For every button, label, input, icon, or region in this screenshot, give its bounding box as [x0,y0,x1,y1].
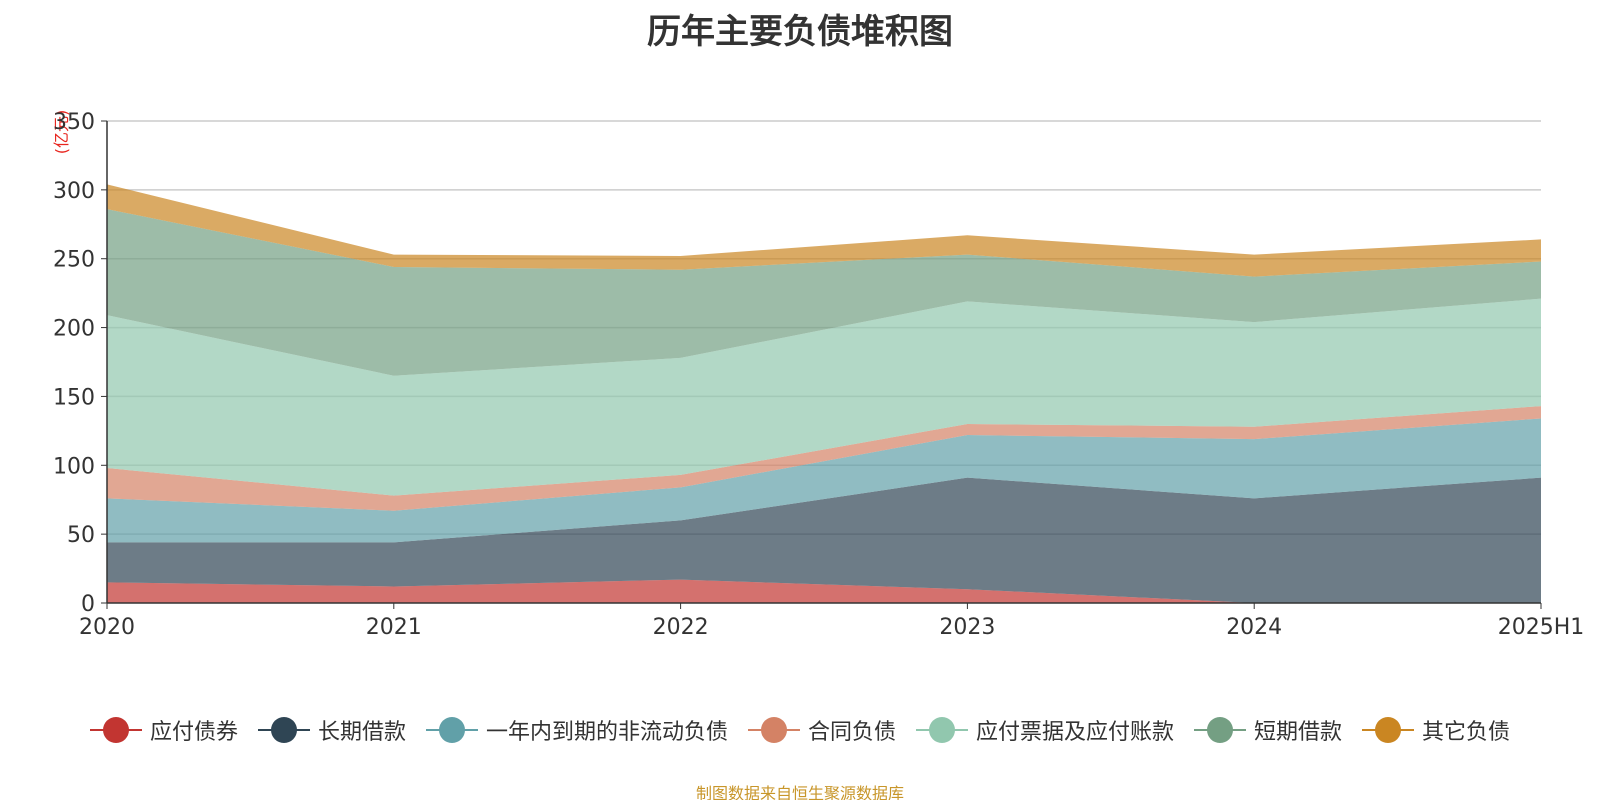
legend-label: 应付票据及应付账款 [976,720,1175,745]
legend-marker-icon [89,717,142,743]
legend-item[interactable]: 其它负债 [1362,714,1510,746]
series-area-7 [107,184,1541,277]
y-tick-label: 0 [81,592,95,617]
x-tick-label: 2024 [1226,615,1282,640]
legend-label: 合同负债 [807,720,896,745]
series-area-3 [107,418,1541,543]
legend-label: 长期借款 [317,720,406,745]
data-source-note: 制图数据来自恒生聚源数据库 [695,784,904,800]
x-tick-label: 2022 [653,615,709,640]
legend-marker-icon [916,717,968,743]
y-tick-label: 150 [53,385,95,410]
legend-marker-icon [257,717,310,743]
y-tick-label: 50 [67,523,95,548]
series-area-1 [107,579,1541,603]
legend-marker-icon [747,717,800,743]
legend-item[interactable]: 短期借款 [1194,714,1342,746]
y-tick-label: 300 [53,179,95,204]
x-tick-label: 2025H1 [1498,615,1585,640]
chart-legend: 应付债券 长期借款 一年内到期的非流动负债 合同负债 应付票据及应付账款 短期借款 其它负债 [0,714,1600,746]
y-tick-label: 350 [53,110,95,135]
legend-item[interactable]: 应付债券 [89,714,238,746]
legend-label: 短期借款 [1254,720,1343,745]
legend-item[interactable]: 长期借款 [257,714,406,746]
y-tick-label: 250 [53,248,95,273]
series-area-5 [107,298,1541,496]
legend-item[interactable]: 应付票据及应付账款 [916,714,1174,746]
x-tick-label: 2023 [939,615,995,640]
legend-label: 应付债券 [149,720,238,745]
series-area-6 [107,209,1541,376]
legend-label: 一年内到期的非流动负债 [485,720,728,745]
chart-title: 历年主要负债堆积图 [647,12,953,52]
x-tick-label: 2021 [366,615,422,640]
legend-marker-icon [425,717,478,743]
legend-item[interactable]: 合同负债 [747,714,896,746]
legend-marker-icon [1194,717,1247,743]
x-tick-label: 2020 [79,615,135,640]
y-tick-label: 100 [53,454,95,479]
stacked-area-chart: 0 50 100 150 200 250 300 350 2020 2021 2022 2023 202… [53,110,1585,640]
legend-label: 其它负债 [1422,720,1511,745]
legend-marker-icon [1362,717,1415,743]
series-area-4 [107,406,1541,511]
legend-item[interactable]: 一年内到期的非流动负债 [425,714,728,746]
series-area-2 [107,477,1541,603]
y-tick-label: 200 [53,317,95,342]
